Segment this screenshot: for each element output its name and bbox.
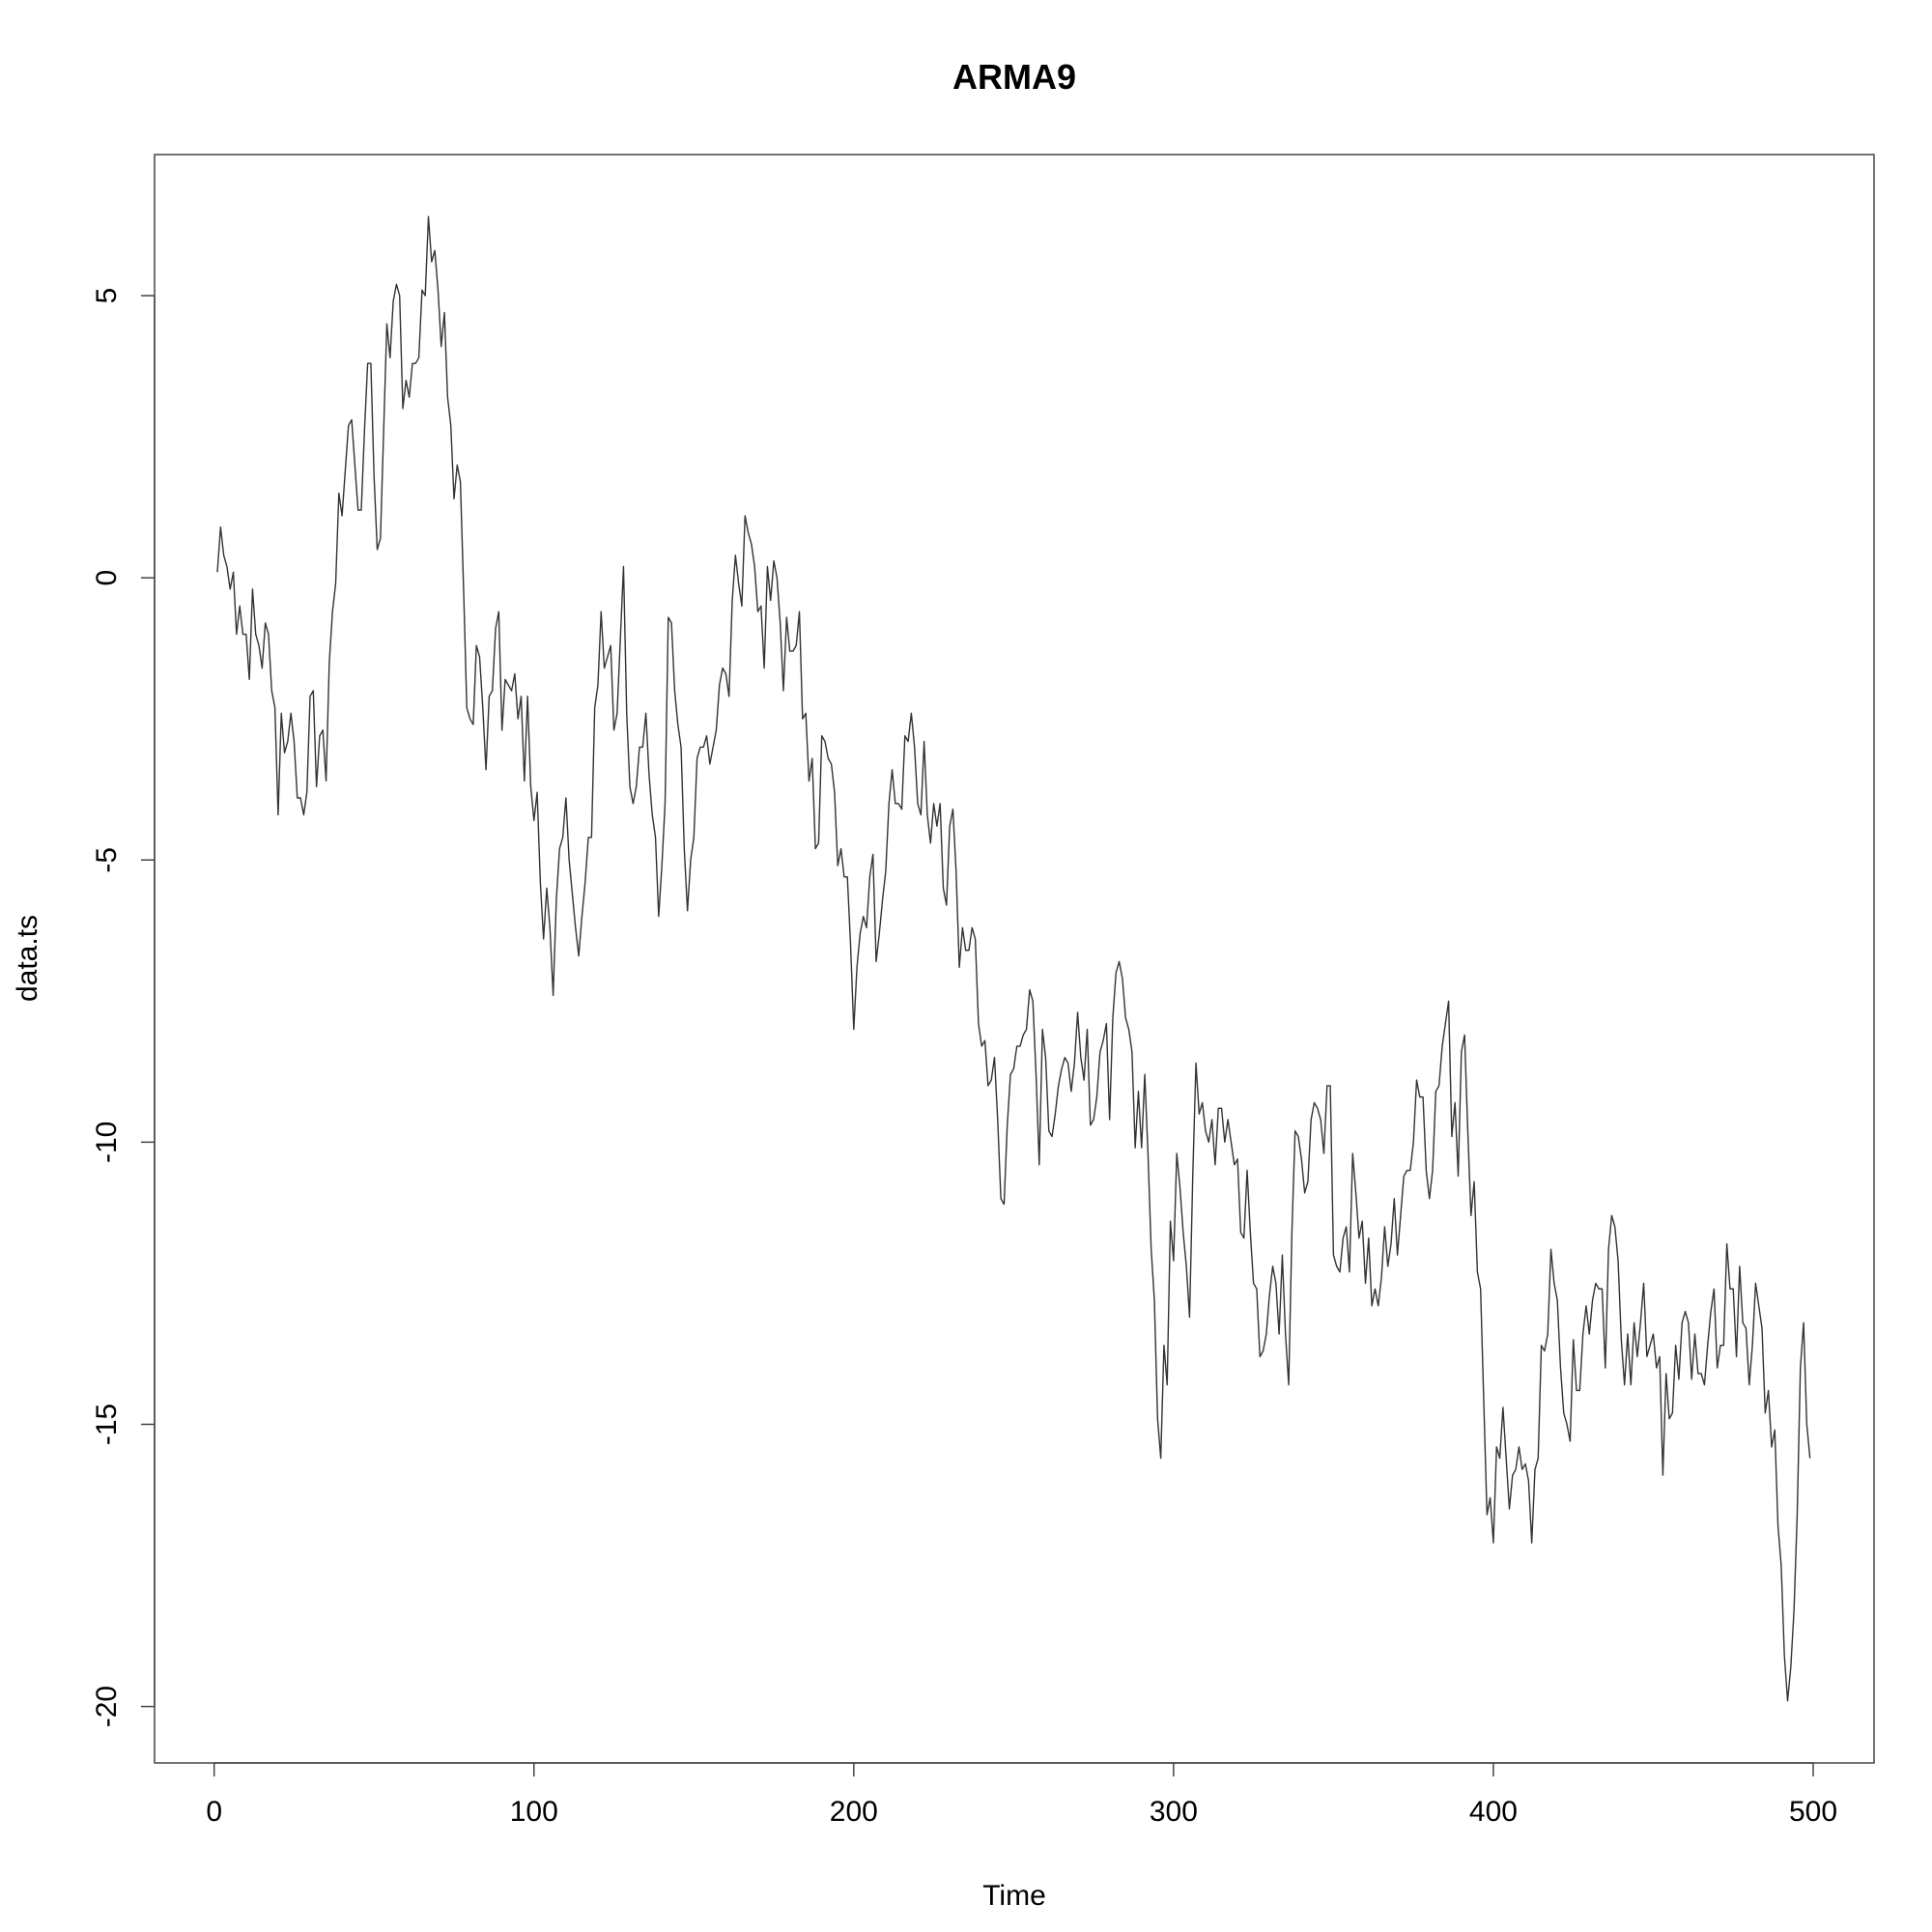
- y-tick-label: -15: [91, 1404, 123, 1445]
- y-tick-label: -5: [91, 847, 123, 873]
- series-line-data-ts: [216, 215, 1811, 1702]
- plot-frame: [154, 154, 1875, 1764]
- y-tick-label: 0: [91, 570, 123, 586]
- x-tick-label: 0: [206, 1796, 222, 1828]
- x-tick-label: 400: [1469, 1796, 1518, 1828]
- x-axis: 0 100 200 300 400 500: [206, 1762, 1837, 1828]
- x-tick-label: 500: [1789, 1796, 1837, 1828]
- x-tick-label: 100: [510, 1796, 558, 1828]
- x-tick-label: 300: [1150, 1796, 1198, 1828]
- x-axis-label: Time: [982, 1880, 1046, 1912]
- y-axis: 5 0 -5 -10 -15 -20: [91, 288, 156, 1727]
- y-tick-label: 5: [91, 288, 123, 304]
- chart-title: ARMA9: [952, 57, 1076, 97]
- y-tick-label: -10: [91, 1122, 123, 1163]
- x-tick-label: 200: [830, 1796, 878, 1828]
- y-axis-label: data.ts: [12, 915, 43, 1002]
- y-tick-label: -20: [91, 1686, 123, 1727]
